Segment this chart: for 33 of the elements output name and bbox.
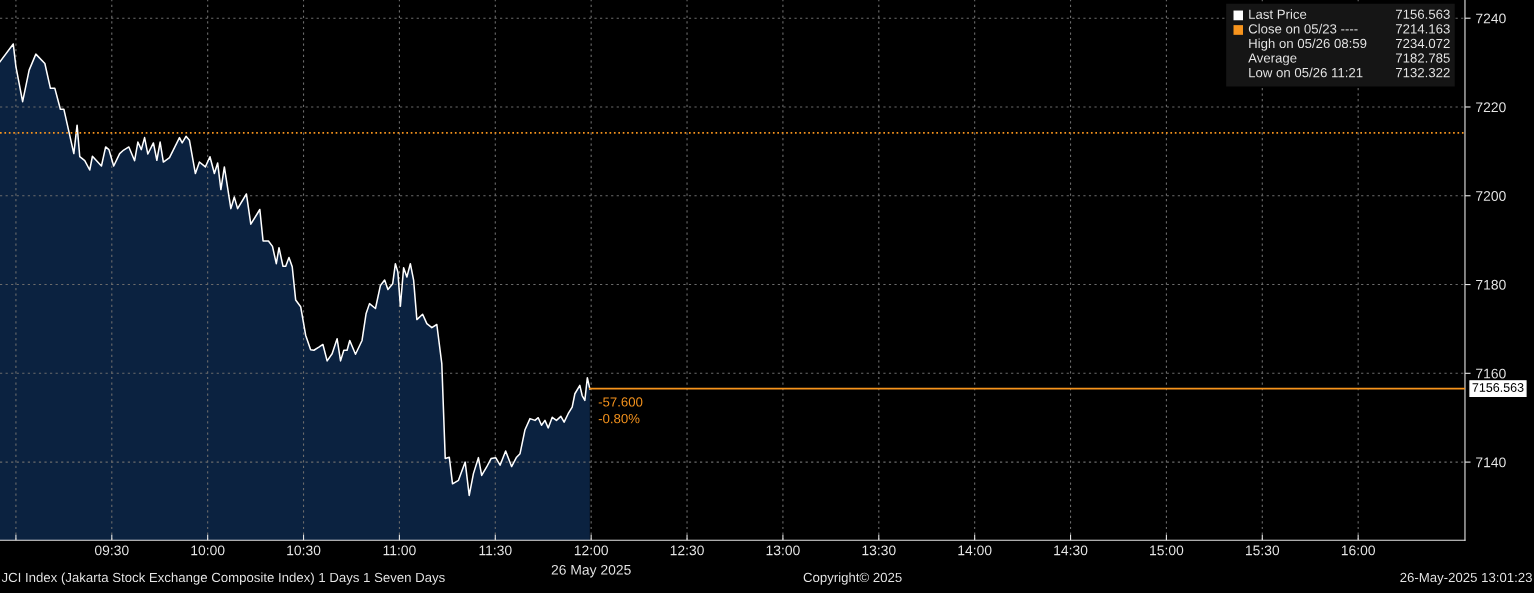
x-tick-label: 09:30 — [94, 545, 129, 556]
y-tick-label: 7200 — [1476, 191, 1506, 201]
x-tick-label: 14:00 — [958, 545, 992, 556]
x-tick-label: 15:00 — [1150, 545, 1184, 556]
y-tick-label: 7240 — [1476, 13, 1506, 24]
x-tick-label: 11:00 — [383, 545, 416, 556]
annotation: -0.80% — [598, 413, 640, 424]
text: Low on 05/26 11:21 7132.322 — [1249, 67, 1450, 78]
x-tick-label: 10:00 — [191, 545, 225, 556]
x-tick-label: 13:30 — [862, 545, 896, 556]
y-tick-label: 7140 — [1476, 457, 1506, 468]
text: Close on 05/23 ---- 7214.163 — [1248, 23, 1450, 34]
x-tick-label: 15:30 — [1245, 545, 1280, 556]
x-tick-label: 13:00 — [766, 545, 800, 556]
text: Copyright© 2025 — [803, 572, 902, 585]
x-tick-label: 11:30 — [479, 545, 512, 556]
y-tick-label: 7180 — [1476, 279, 1506, 290]
text: JCI Index (Jakarta Stock Exchange Composite Index) 1 Days 1 Seven Days — [1, 572, 445, 585]
x-tick-label: 16:00 — [1341, 545, 1375, 556]
text: Average 7182.785 — [1248, 53, 1450, 66]
text: 26-May-2025 13:01:23 — [1400, 572, 1532, 585]
x-tick-label: 12:30 — [670, 545, 704, 556]
y-tick-label: 7160 — [1476, 368, 1506, 379]
y-tick-label: 7220 — [1476, 102, 1506, 113]
x-tick-label: 14:30 — [1054, 545, 1088, 556]
legend-label: Last Price — [1249, 9, 1307, 19]
text: 7156.563 — [1395, 9, 1450, 19]
x-axis-title: 26 May 2025 — [551, 564, 631, 578]
text: High on 05/26 08:59 7234.072 — [1249, 38, 1450, 51]
ref-line-label: 7156.563 — [1472, 383, 1524, 392]
x-tick-label: 12:00 — [574, 545, 608, 556]
annotation: -57.600 — [598, 397, 643, 407]
x-tick-label: 10:30 — [287, 545, 321, 556]
